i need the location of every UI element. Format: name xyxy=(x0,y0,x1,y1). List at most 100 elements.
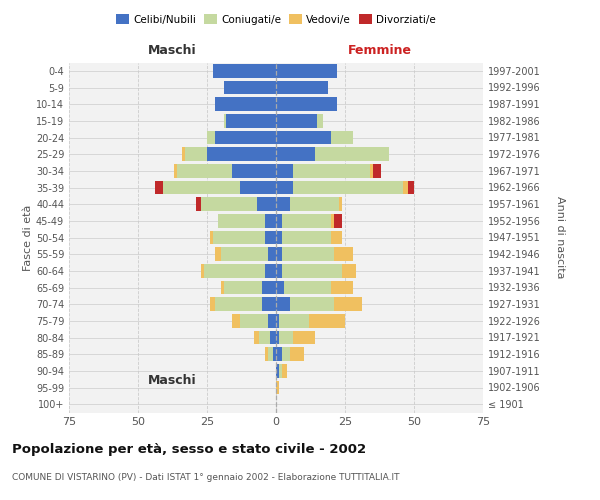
Bar xyxy=(215,130,276,144)
Bar xyxy=(334,248,353,261)
Bar xyxy=(409,180,414,194)
Bar xyxy=(185,148,207,161)
Bar xyxy=(290,298,334,311)
Bar xyxy=(276,198,290,211)
Bar xyxy=(276,114,317,128)
Bar xyxy=(265,264,276,278)
Bar xyxy=(276,248,281,261)
Bar xyxy=(174,164,176,177)
Bar xyxy=(290,348,304,361)
Bar xyxy=(207,148,276,161)
Legend: Celibi/Nubili, Coniugati/e, Vedovi/e, Divorziati/e: Celibi/Nubili, Coniugati/e, Vedovi/e, Di… xyxy=(112,10,440,29)
Bar xyxy=(271,330,276,344)
Bar xyxy=(284,280,331,294)
Bar xyxy=(226,114,276,128)
Bar xyxy=(262,298,276,311)
Bar xyxy=(268,248,276,261)
Bar xyxy=(279,330,293,344)
Bar xyxy=(276,280,284,294)
Bar xyxy=(240,314,268,328)
Bar xyxy=(268,348,273,361)
Bar xyxy=(276,180,293,194)
Bar xyxy=(309,314,345,328)
Bar xyxy=(276,214,281,228)
Bar xyxy=(281,364,287,378)
Bar xyxy=(334,298,362,311)
Bar xyxy=(281,230,331,244)
Bar xyxy=(276,298,290,311)
Bar xyxy=(331,214,334,228)
Bar xyxy=(204,264,265,278)
Bar xyxy=(334,214,342,228)
Bar xyxy=(215,98,276,111)
Bar xyxy=(268,314,276,328)
Bar xyxy=(232,164,276,177)
Bar xyxy=(240,180,276,194)
Bar xyxy=(331,130,353,144)
Bar xyxy=(279,314,309,328)
Bar xyxy=(276,98,337,111)
Bar xyxy=(276,348,281,361)
Bar xyxy=(317,114,323,128)
Bar xyxy=(281,214,331,228)
Bar xyxy=(403,180,409,194)
Bar xyxy=(163,180,240,194)
Bar xyxy=(331,280,353,294)
Bar xyxy=(202,198,257,211)
Bar xyxy=(276,330,279,344)
Bar xyxy=(276,314,279,328)
Text: Popolazione per età, sesso e stato civile - 2002: Popolazione per età, sesso e stato civil… xyxy=(12,442,366,456)
Bar xyxy=(232,314,240,328)
Bar xyxy=(182,148,185,161)
Bar xyxy=(276,130,331,144)
Bar xyxy=(224,80,276,94)
Bar xyxy=(176,164,232,177)
Bar xyxy=(210,230,212,244)
Bar xyxy=(259,330,271,344)
Bar xyxy=(342,264,356,278)
Bar xyxy=(340,198,342,211)
Bar xyxy=(279,364,281,378)
Bar xyxy=(196,198,202,211)
Bar xyxy=(281,348,290,361)
Bar xyxy=(262,280,276,294)
Bar xyxy=(293,180,403,194)
Bar xyxy=(155,180,163,194)
Bar xyxy=(276,64,337,78)
Bar xyxy=(265,230,276,244)
Text: Femmine: Femmine xyxy=(347,44,412,57)
Bar xyxy=(276,230,281,244)
Bar xyxy=(276,148,314,161)
Y-axis label: Anni di nascita: Anni di nascita xyxy=(554,196,565,278)
Bar xyxy=(281,264,342,278)
Bar xyxy=(276,380,279,394)
Bar xyxy=(281,248,334,261)
Bar xyxy=(224,114,226,128)
Bar xyxy=(202,264,204,278)
Text: Maschi: Maschi xyxy=(148,374,197,388)
Bar xyxy=(331,230,342,244)
Bar xyxy=(265,214,276,228)
Bar xyxy=(221,280,224,294)
Text: COMUNE DI VISTARINO (PV) - Dati ISTAT 1° gennaio 2002 - Elaborazione TUTTITALIA.: COMUNE DI VISTARINO (PV) - Dati ISTAT 1°… xyxy=(12,472,400,482)
Bar xyxy=(265,348,268,361)
Bar xyxy=(254,330,259,344)
Bar xyxy=(273,348,276,361)
Bar xyxy=(257,198,276,211)
Y-axis label: Fasce di età: Fasce di età xyxy=(23,204,33,270)
Bar xyxy=(373,164,381,177)
Bar xyxy=(370,164,373,177)
Bar xyxy=(224,280,262,294)
Bar xyxy=(276,364,279,378)
Bar xyxy=(314,148,389,161)
Bar xyxy=(215,248,221,261)
Bar xyxy=(207,130,215,144)
Bar xyxy=(218,214,265,228)
Bar xyxy=(276,264,281,278)
Bar xyxy=(276,80,328,94)
Bar xyxy=(290,198,340,211)
Bar xyxy=(210,298,215,311)
Bar xyxy=(215,298,262,311)
Bar xyxy=(221,248,268,261)
Text: Maschi: Maschi xyxy=(148,44,197,57)
